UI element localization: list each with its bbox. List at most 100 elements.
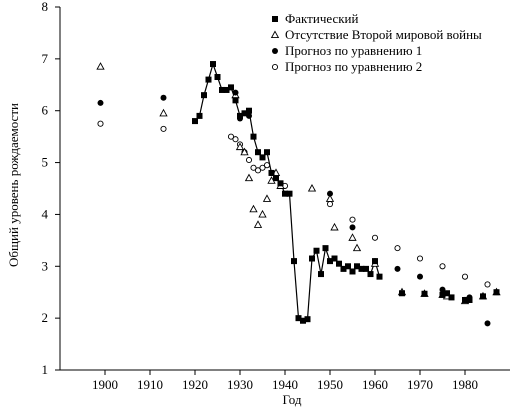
y-tick-label: 1 — [42, 362, 49, 377]
x-tick-label: 1910 — [137, 377, 163, 392]
y-ticks: 1 2 3 4 5 6 7 8 — [42, 0, 60, 377]
data-point-series-3 — [259, 164, 266, 171]
data-point-series-0 — [286, 190, 293, 197]
data-point-series-0 — [376, 273, 383, 280]
data-point-series-0 — [268, 169, 275, 176]
y-tick-label: 4 — [42, 206, 49, 221]
data-point-series-0 — [358, 265, 365, 272]
y-tick-label: 7 — [42, 51, 49, 66]
data-point-series-0 — [282, 190, 288, 197]
data-point-series-0 — [304, 316, 311, 323]
data-point-series-3 — [484, 281, 491, 288]
data-point-series-1 — [348, 233, 357, 241]
data-point-series-2 — [97, 99, 104, 106]
data-point-series-1 — [262, 194, 272, 202]
data-point-series-0 — [444, 290, 450, 297]
data-point-series-1 — [235, 142, 245, 151]
x-tick-label: 1930 — [227, 377, 253, 392]
y-tick-label: 2 — [42, 310, 49, 325]
data-point-series-3 — [349, 216, 356, 223]
data-point-series-2 — [484, 320, 491, 327]
data-point-series-0 — [277, 180, 284, 187]
data-point-series-3 — [439, 263, 446, 270]
y-tick-label: 8 — [42, 0, 49, 14]
data-point-series-3 — [160, 125, 167, 132]
data-point-series-0 — [354, 263, 360, 270]
data-point-series-3 — [97, 120, 104, 127]
data-point-series-0 — [228, 84, 234, 91]
data-point-series-0 — [340, 265, 347, 272]
data-point-series-3 — [461, 273, 469, 280]
data-point-series-2 — [349, 224, 356, 231]
x-tick-label: 1920 — [182, 377, 208, 392]
data-point-series-0 — [322, 245, 329, 252]
y-tick-label: 5 — [42, 155, 49, 170]
data-point-series-3 — [263, 162, 271, 169]
data-point-series-1 — [307, 183, 317, 192]
x-tick-label: 1980 — [452, 377, 478, 392]
x-tick-label: 1900 — [92, 377, 118, 392]
legend-label-3: Прогноз по уравнению 2 — [285, 59, 422, 74]
data-point-series-3 — [394, 245, 401, 252]
data-point-series-0 — [466, 296, 473, 303]
data-point-series-3 — [232, 136, 239, 143]
data-point-series-0 — [313, 247, 320, 254]
y-axis-title: Общий уровень рождаемости — [6, 103, 21, 267]
data-point-series-1 — [96, 62, 105, 70]
data-point-series-0 — [399, 290, 405, 297]
data-point-series-0 — [462, 296, 468, 303]
data-point-series-3 — [326, 201, 334, 208]
data-point-series-0 — [372, 258, 378, 265]
data-point-series-2 — [394, 265, 401, 272]
data-point-series-0 — [345, 263, 351, 270]
data-point-series-0 — [223, 86, 230, 93]
x-ticks: 1900 1910 1920 1930 1940 1950 1960 1970 1980 — [92, 370, 478, 392]
legend-marker-1 — [270, 30, 280, 39]
data-point-series-1 — [240, 147, 249, 156]
data-point-series-1 — [249, 204, 258, 213]
data-point-series-3 — [250, 164, 257, 171]
data-point-series-0 — [327, 258, 333, 265]
data-point-series-0 — [291, 258, 297, 265]
data-point-series-0 — [363, 265, 369, 272]
data-point-series-0 — [264, 149, 270, 156]
legend-marker-2 — [272, 48, 278, 54]
data-point-series-0 — [250, 133, 257, 140]
x-tick-label: 1970 — [407, 377, 433, 392]
data-point-series-0 — [295, 315, 302, 322]
data-point-series-3 — [416, 255, 424, 262]
data-point-series-0 — [210, 61, 216, 68]
data-point-series-0 — [255, 149, 261, 156]
data-point-series-2 — [232, 89, 239, 96]
data-point-series-0 — [421, 290, 428, 297]
data-point-series-3 — [245, 156, 253, 164]
data-point-series-0 — [309, 255, 315, 262]
data-point-series-2 — [160, 94, 167, 101]
data-points — [96, 61, 501, 327]
x-tick-label: 1950 — [317, 377, 343, 392]
data-point-series-0 — [259, 154, 266, 161]
data-point-series-0 — [273, 175, 279, 182]
legend-label-1: Отсутствие Второй мировой войны — [285, 27, 482, 42]
data-point-series-1 — [244, 173, 254, 182]
data-point-series-0 — [331, 255, 338, 262]
data-point-series-0 — [237, 112, 243, 119]
x-tick-label: 1940 — [272, 377, 298, 392]
legend-marker-0 — [272, 16, 278, 22]
legend-label-2: Прогноз по уравнению 1 — [285, 43, 422, 58]
data-point-series-0 — [232, 97, 239, 104]
data-point-series-0 — [192, 118, 198, 125]
data-point-series-0 — [367, 271, 374, 278]
data-point-series-0 — [439, 291, 446, 298]
data-point-series-0 — [493, 289, 500, 296]
data-point-series-3 — [371, 234, 379, 241]
x-axis-title: Год — [282, 392, 301, 407]
data-point-series-1 — [253, 220, 263, 228]
data-point-series-0 — [480, 293, 486, 300]
data-point-series-2 — [417, 273, 423, 280]
data-point-series-1 — [330, 222, 339, 231]
data-point-series-0 — [241, 110, 248, 117]
data-point-series-1 — [159, 108, 168, 117]
